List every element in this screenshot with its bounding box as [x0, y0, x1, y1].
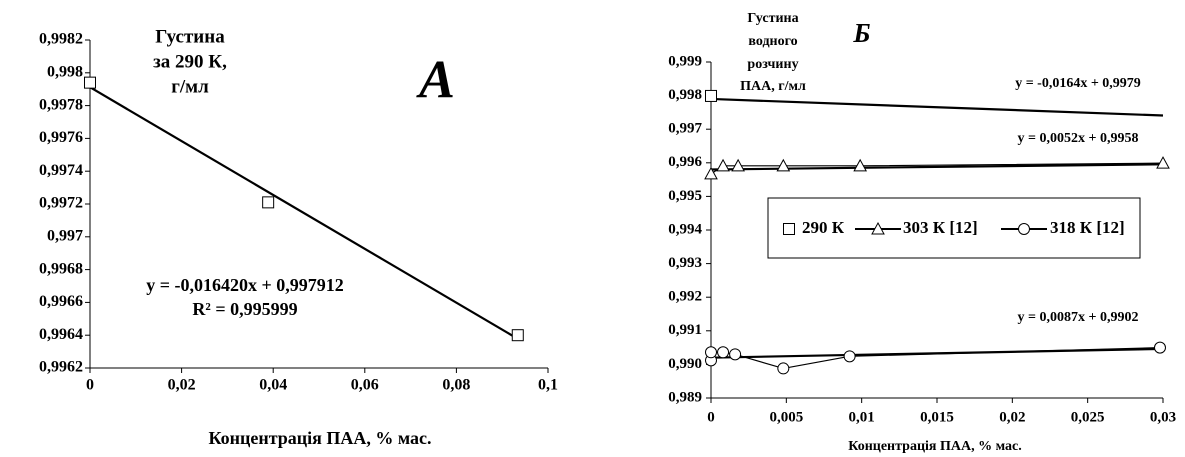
equation: y = 0,0052x + 0,9958 — [1018, 131, 1139, 146]
marker — [843, 350, 856, 363]
y-tick-label: 0,997 — [47, 227, 83, 244]
legend-label: 318 К [12] — [1050, 218, 1125, 237]
x-tick-label: 0,03 — [1150, 409, 1176, 425]
x-tick-label: 0,04 — [259, 377, 287, 394]
y-tick-label: 0,993 — [668, 255, 702, 271]
x-axis-label: Концентрація ПАА, % мас. — [208, 428, 431, 448]
x-tick-label: 0,06 — [351, 377, 379, 394]
chart-title: Густина — [747, 11, 798, 26]
legend-box — [767, 197, 1141, 259]
x-tick-label: 0 — [707, 409, 715, 425]
y-tick-label: 0,992 — [668, 289, 702, 305]
chart-title: ПАА, г/мл — [740, 79, 806, 94]
equation: R² = 0,995999 — [192, 299, 297, 319]
y-tick-label: 0,9972 — [39, 195, 83, 212]
equation: y = 0,0087x + 0,9902 — [1018, 310, 1139, 325]
x-tick-label: 0,025 — [1071, 409, 1105, 425]
x-axis-label: Концентрація ПАА, % мас. — [848, 439, 1022, 454]
marker — [705, 346, 717, 359]
y-tick-label: 0,999 — [668, 53, 702, 69]
y-tick-label: 0,989 — [668, 389, 702, 405]
legend-label: 303 К [12] — [903, 218, 978, 237]
x-tick-label: 0,015 — [920, 409, 954, 425]
legend-marker — [1018, 223, 1030, 235]
marker — [777, 362, 790, 375]
y-tick-label: 0,997 — [668, 121, 702, 137]
x-tick-label: 0,02 — [168, 377, 196, 394]
y-tick-label: 0,994 — [668, 221, 702, 237]
x-tick-label: 0 — [86, 377, 94, 394]
legend-marker — [783, 223, 795, 235]
x-tick-label: 0,02 — [999, 409, 1025, 425]
y-tick-label: 0,990 — [668, 356, 702, 372]
y-tick-label: 0,9976 — [39, 129, 83, 146]
marker — [705, 89, 717, 102]
marker — [729, 348, 742, 361]
x-tick-label: 0,08 — [442, 377, 470, 394]
marker — [262, 196, 275, 209]
x-tick-label: 0,01 — [849, 409, 875, 425]
y-tick-label: 0,995 — [668, 188, 702, 204]
marker — [716, 158, 730, 172]
y-tick-label: 0,9966 — [39, 293, 83, 310]
chart-title: г/мл — [171, 76, 209, 97]
y-tick-label: 0,9962 — [39, 359, 83, 376]
chart-title: за 290 К, — [153, 51, 227, 72]
legend-label: 290 К — [802, 218, 845, 237]
y-tick-label: 0,9978 — [39, 96, 83, 113]
y-tick-label: 0,991 — [668, 322, 702, 338]
chart-title: розчину — [747, 57, 798, 72]
y-tick-label: 0,998 — [668, 87, 702, 103]
y-tick-label: 0,9968 — [39, 260, 83, 277]
x-tick-label: 0,005 — [769, 409, 803, 425]
equation: y = -0,016420x + 0,997912 — [146, 275, 344, 295]
marker — [1156, 156, 1170, 169]
equation: y = -0,0164x + 0,9979 — [1015, 76, 1141, 91]
chart-title: Густина — [155, 26, 225, 47]
marker — [776, 158, 791, 172]
marker — [731, 158, 745, 172]
chart-title: водного — [748, 34, 797, 49]
y-tick-label: 0,998 — [47, 63, 83, 80]
panel-label: Б — [852, 18, 870, 48]
panel-label: А — [416, 49, 455, 109]
marker — [853, 158, 868, 172]
y-tick-label: 0,9964 — [39, 326, 83, 343]
y-tick-label: 0,9982 — [39, 31, 83, 48]
y-tick-label: 0,996 — [668, 154, 702, 170]
trendline — [89, 86, 519, 340]
marker — [1153, 341, 1166, 354]
y-tick-label: 0,9974 — [39, 162, 83, 179]
legend-marker — [871, 221, 885, 235]
trendline — [710, 97, 1164, 117]
marker — [717, 346, 730, 359]
marker — [84, 76, 96, 89]
x-tick-label: 0,1 — [538, 377, 558, 394]
marker — [511, 329, 524, 342]
marker — [704, 166, 718, 180]
